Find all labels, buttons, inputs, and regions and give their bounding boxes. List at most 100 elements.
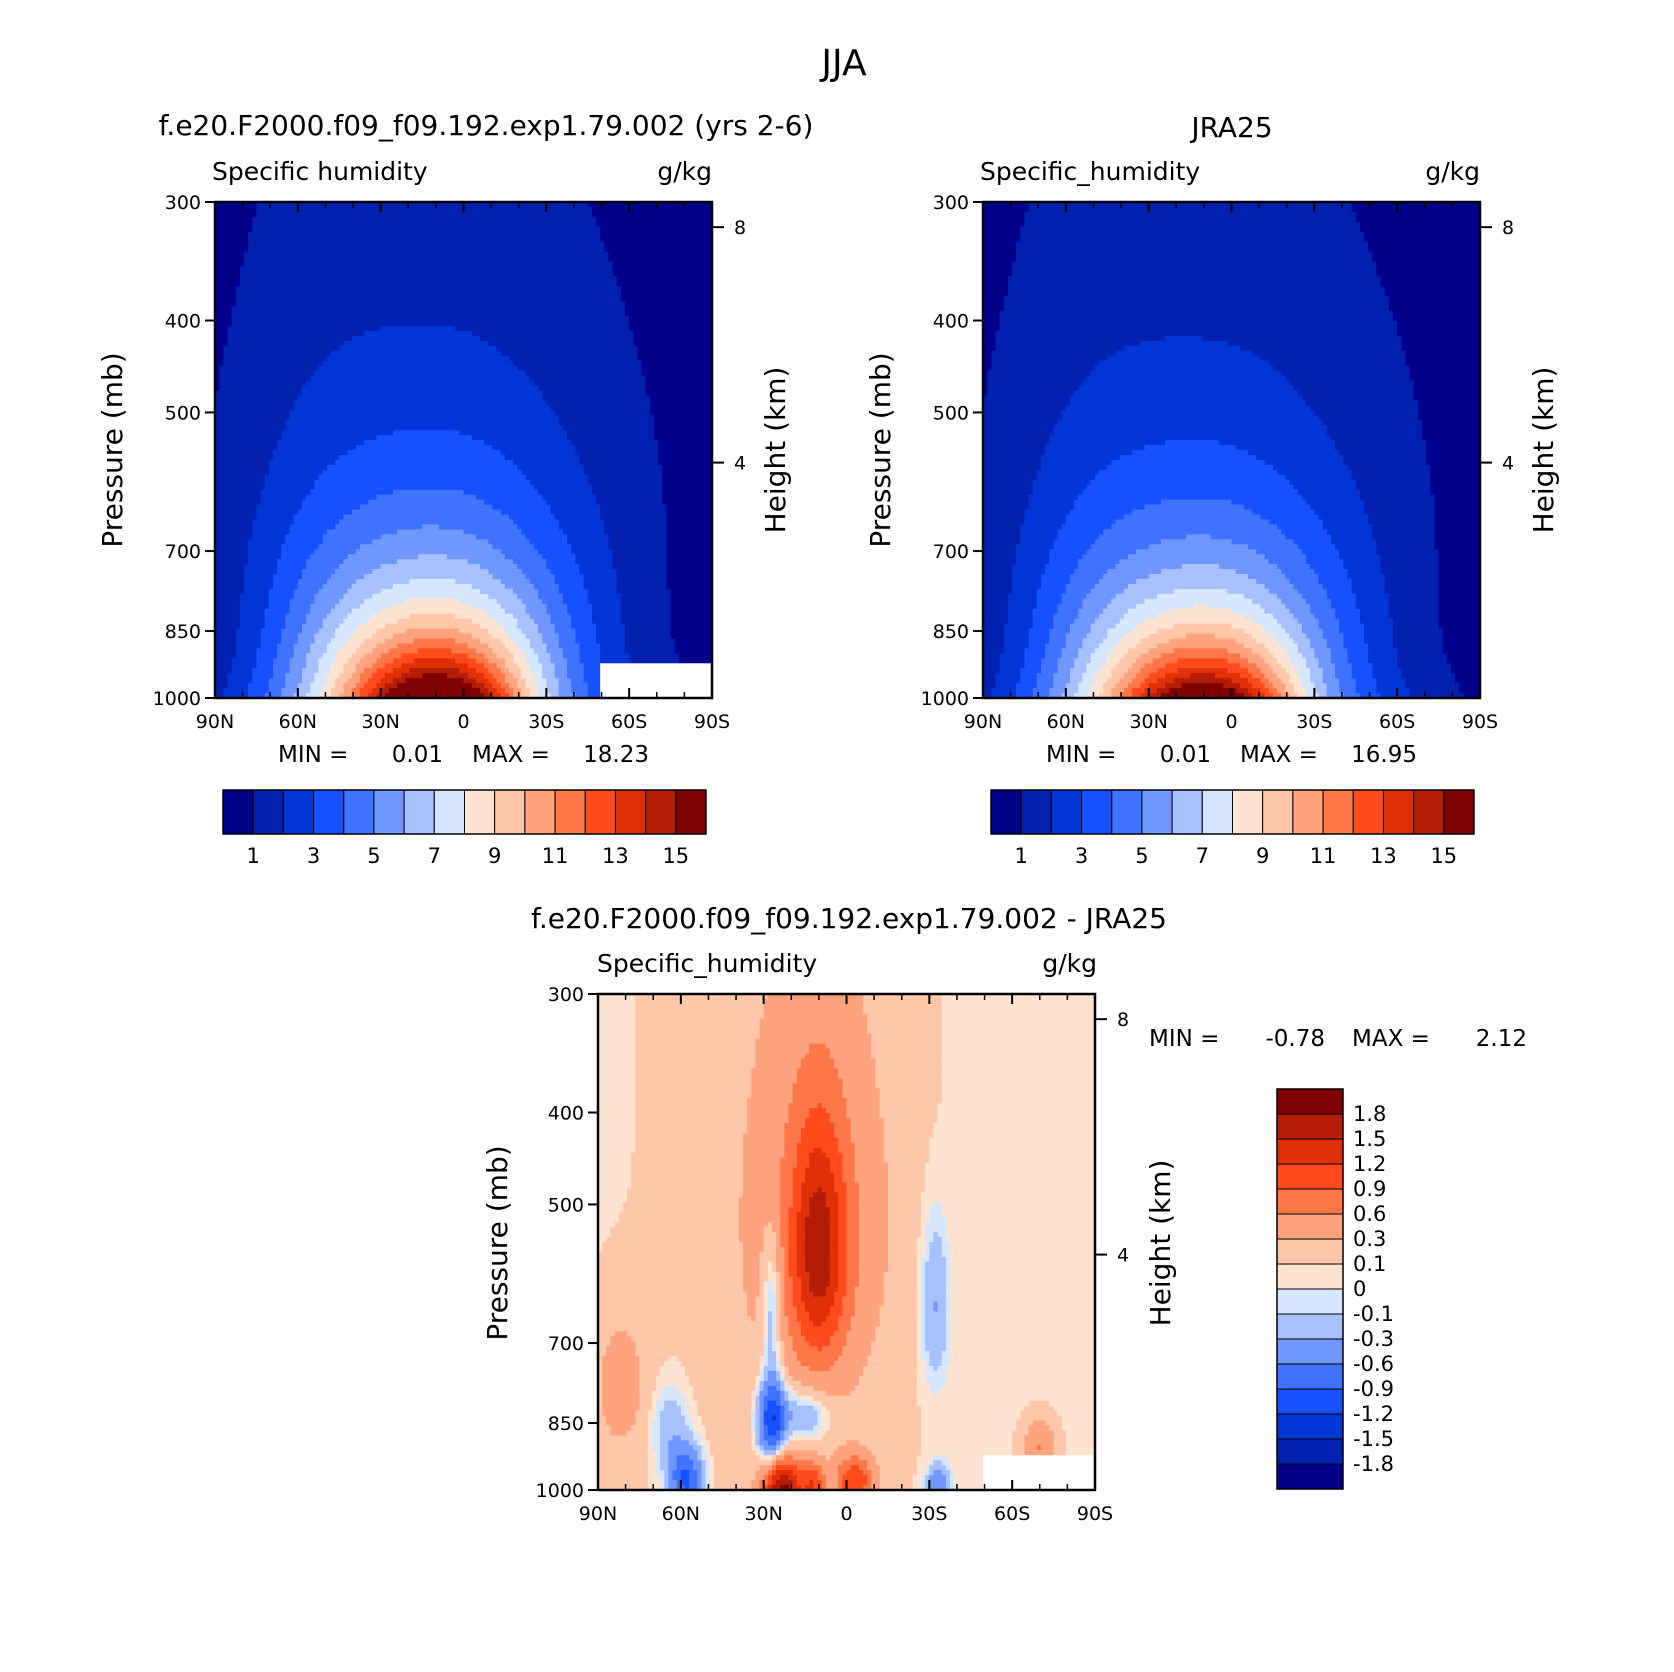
contour-cell: [488, 668, 502, 674]
contour-cell: [1049, 633, 1067, 640]
contour-cell: [235, 633, 262, 640]
contour-cell: [1040, 583, 1067, 590]
contour-cell: [538, 549, 572, 555]
contour-cell: [784, 1430, 794, 1437]
contour-cell: [713, 1465, 761, 1471]
contour-cell: [509, 514, 556, 521]
contour-cell: [1293, 688, 1307, 694]
contour-cell: [529, 375, 647, 382]
contour-cell: [525, 534, 568, 540]
contour-cell: [929, 1242, 943, 1248]
contour-cell: [983, 668, 1001, 674]
contour-cell: [339, 673, 353, 679]
contour-cell: [1094, 474, 1286, 481]
contour-cell: [817, 1103, 823, 1109]
contour-cell: [596, 221, 713, 228]
contour-cell: [1413, 385, 1481, 392]
contour-cell: [780, 1232, 790, 1238]
contour-cell: [1227, 648, 1253, 654]
contour-cell: [1384, 291, 1481, 297]
contour-cell: [380, 326, 456, 332]
contour-cell: [751, 1440, 756, 1446]
contour-cell: [252, 668, 274, 674]
colorbar-label: 1.8: [1353, 1102, 1386, 1126]
contour-cell: [351, 335, 481, 342]
contour-cell: [805, 1232, 831, 1238]
contour-cell: [343, 663, 357, 669]
contour-cell: [215, 534, 253, 540]
y-tick-label: 1000: [921, 688, 969, 710]
contour-cell: [1393, 643, 1444, 649]
contour-cell: [759, 1366, 765, 1372]
contour-cell: [215, 311, 233, 317]
contour-cell: [248, 693, 266, 699]
contour-cell: [500, 350, 639, 357]
contour-cell: [239, 276, 618, 282]
contour-cell: [662, 474, 713, 481]
contour-cell: [983, 390, 988, 397]
contour-cell: [817, 1420, 823, 1427]
contour-cell: [871, 1341, 918, 1347]
contour-cell: [767, 1261, 773, 1268]
contour-cell: [1322, 633, 1344, 640]
contour-cell: [1082, 598, 1112, 605]
contour-cell: [776, 1480, 794, 1486]
contour-cell: [771, 1480, 777, 1486]
contour-cell: [651, 1390, 661, 1397]
contour-cell: [809, 1162, 831, 1169]
contour-cell: [680, 1475, 690, 1481]
contour-cell: [272, 578, 299, 585]
contour-cell: [227, 673, 253, 679]
contour-cell: [252, 529, 291, 535]
contour-cell: [763, 1013, 868, 1020]
contour-cell: [1343, 559, 1382, 565]
contour-cell: [1281, 370, 1411, 377]
contour-cell: [829, 1227, 839, 1233]
contour-cell: [598, 1465, 649, 1471]
contour-cell: [921, 1217, 930, 1223]
contour-cell: [322, 360, 514, 367]
contour-cell: [301, 569, 336, 575]
contour-cell: [525, 474, 589, 481]
contour-cell: [1248, 574, 1286, 580]
contour-cell: [796, 1068, 839, 1074]
contour-cell: [937, 1301, 947, 1308]
contour-cell: [272, 454, 340, 461]
contour-cell: [463, 678, 477, 684]
contour-cell: [297, 583, 324, 590]
contour-cell: [1028, 202, 1353, 208]
contour-cell: [513, 673, 523, 679]
contour-cell: [1301, 653, 1315, 659]
contour-cell: [1434, 494, 1481, 501]
contour-cell: [838, 1142, 856, 1149]
contour-cell: [393, 678, 407, 684]
contour-cell: [987, 370, 1092, 377]
contour-cell: [1235, 569, 1282, 575]
contour-cell: [635, 1078, 752, 1084]
contour-cell: [742, 1187, 781, 1193]
contour-cell: [598, 1440, 649, 1446]
contour-cell: [788, 1380, 802, 1387]
contour-cell: [1293, 613, 1315, 620]
contour-cell: [666, 539, 713, 545]
contour-cell: [285, 618, 307, 625]
contour-cell: [306, 693, 320, 699]
contour-cell: [1040, 574, 1071, 580]
contour-cell: [355, 578, 411, 585]
contour-cell: [776, 1251, 785, 1258]
contour-cell: [1405, 355, 1481, 362]
contour-cell: [846, 1192, 860, 1198]
contour-cell: [1405, 678, 1456, 684]
contour-cell: [1032, 618, 1055, 625]
contour-cell: [277, 643, 295, 649]
contour-cell: [538, 588, 560, 595]
contour-cell: [301, 623, 324, 630]
contour-cell: [829, 1276, 839, 1283]
contour-cell: [693, 1420, 703, 1427]
contour-cell: [780, 1370, 785, 1377]
contour-cell: [858, 1256, 889, 1263]
contour-cell: [887, 1177, 926, 1184]
contour-cell: [612, 261, 713, 268]
contour-cell: [767, 1271, 777, 1278]
